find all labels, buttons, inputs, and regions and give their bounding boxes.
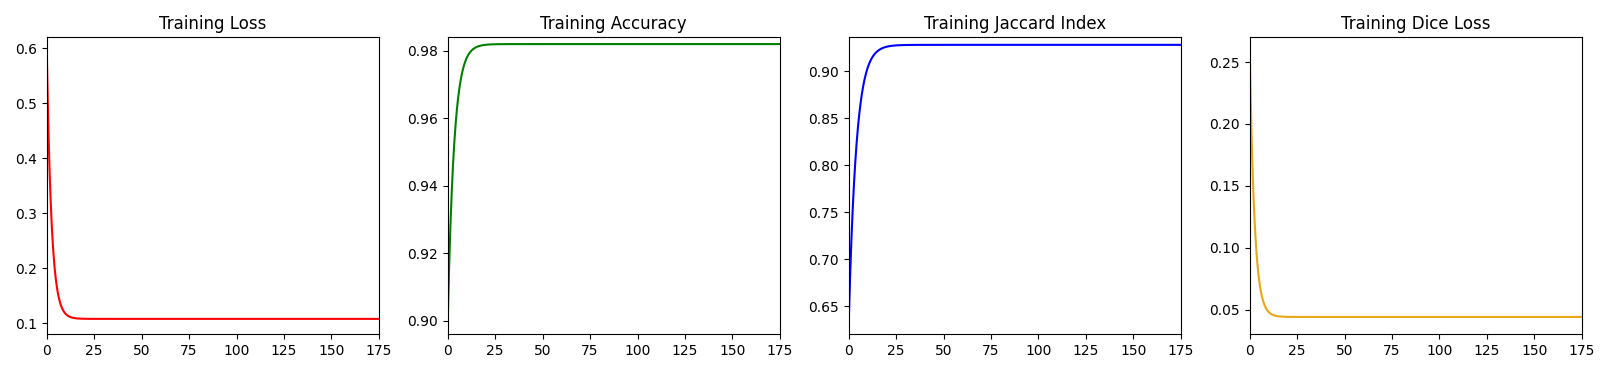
Title: Training Loss: Training Loss — [159, 15, 267, 33]
Title: Training Dice Loss: Training Dice Loss — [1341, 15, 1491, 33]
Title: Training Accuracy: Training Accuracy — [541, 15, 687, 33]
Title: Training Jaccard Index: Training Jaccard Index — [924, 15, 1106, 33]
